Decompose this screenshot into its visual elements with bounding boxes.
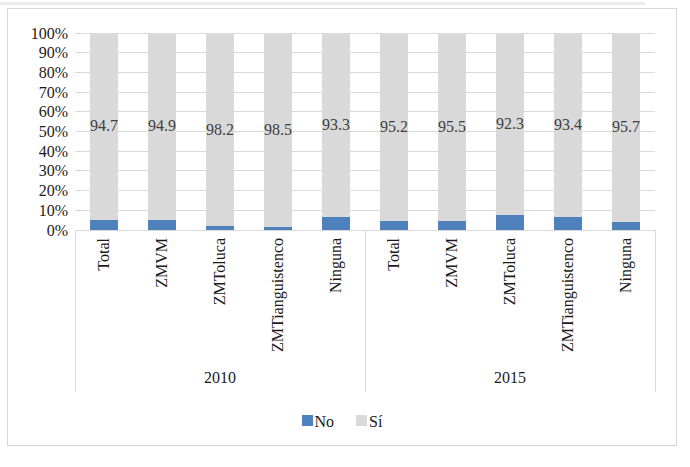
y-tick-label: 10% (0, 202, 68, 219)
category-label: ZMToluca (502, 238, 518, 305)
category-label: ZMVM (444, 238, 460, 288)
data-label: 93.3 (322, 116, 350, 134)
category-label: ZMToluca (212, 238, 228, 305)
bar-segment-no (438, 221, 466, 230)
data-label: 98.2 (206, 121, 234, 139)
category-label: ZMVM (154, 238, 170, 288)
data-label: 95.5 (438, 118, 466, 136)
bar-segment-no (206, 226, 234, 230)
plot-area: 100% 90% 80% 70% 60% 50% 40% 30% 20% 10% 0% 94.7 Tot… (0, 0, 690, 467)
axis-separator (75, 230, 76, 392)
legend-item-no: No (302, 412, 335, 432)
y-tick-label: 20% (0, 182, 68, 199)
legend-swatch-si-icon (356, 415, 367, 426)
bar-segment-no (554, 217, 582, 230)
data-label: 92.3 (496, 115, 524, 133)
y-tick-label: 60% (0, 103, 68, 120)
bar-segment-no (90, 220, 118, 230)
y-tick-label: 90% (0, 44, 68, 61)
category-label: ZMTianguistenco (270, 238, 286, 352)
data-label: 95.7 (612, 118, 640, 136)
category-label: Ninguna (328, 238, 344, 293)
bar-segment-no (148, 220, 176, 230)
y-tick-label: 50% (0, 123, 68, 140)
y-tick-label: 70% (0, 84, 68, 101)
data-label: 93.4 (554, 116, 582, 134)
legend: No Sí (7, 412, 677, 432)
category-label: Total (386, 238, 402, 271)
legend-item-si: Sí (356, 412, 382, 432)
y-tick-label: 30% (0, 162, 68, 179)
group-label: 2010 (175, 369, 265, 387)
y-tick-label: 100% (0, 25, 68, 42)
bar-segment-no (612, 222, 640, 230)
data-label: 98.5 (264, 121, 292, 139)
legend-label-no: No (315, 412, 335, 432)
legend-label-si: Sí (369, 412, 382, 432)
data-label: 94.9 (148, 117, 176, 135)
category-label: Total (96, 238, 112, 271)
y-tick-label: 40% (0, 143, 68, 160)
data-label: 95.2 (380, 118, 408, 136)
bar-segment-no (264, 227, 292, 230)
data-label: 94.7 (90, 117, 118, 135)
bar-segment-no (380, 221, 408, 230)
category-label: ZMTianguistenco (560, 238, 576, 352)
group-label: 2015 (465, 369, 555, 387)
legend-swatch-no-icon (302, 415, 313, 426)
axis-separator (365, 230, 366, 392)
axis-separator (655, 230, 656, 392)
y-tick-label: 0% (0, 222, 68, 239)
y-tick-label: 80% (0, 64, 68, 81)
bar-segment-no (322, 217, 350, 230)
bar-segment-no (496, 215, 524, 230)
category-label: Ninguna (618, 238, 634, 293)
